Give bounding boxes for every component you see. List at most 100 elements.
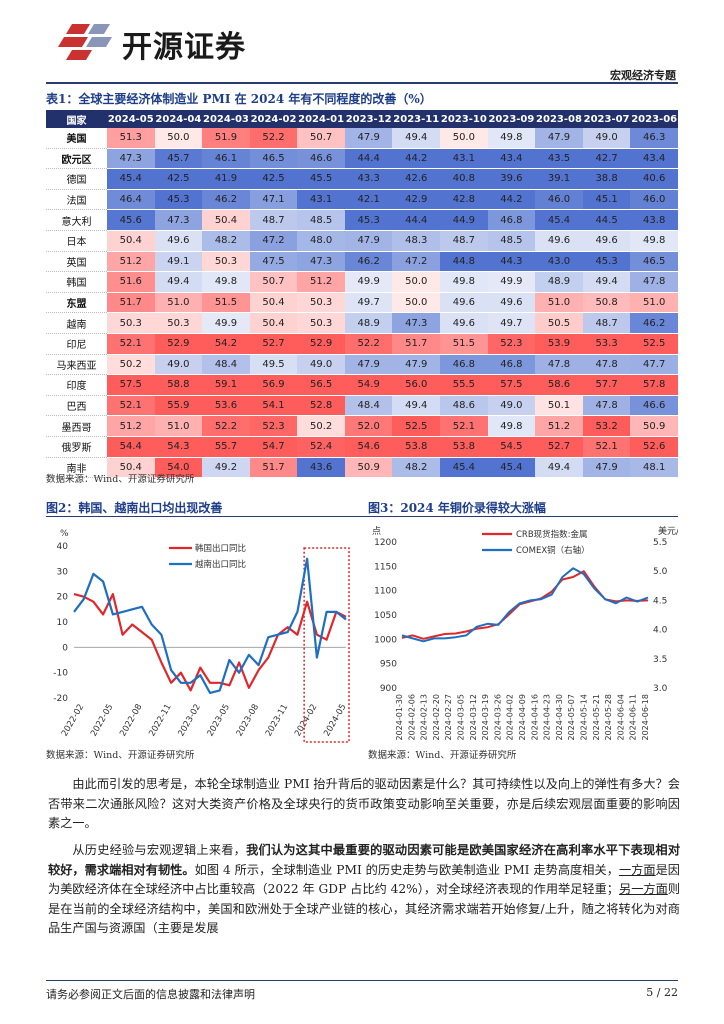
pmi-cell: 51.2 <box>297 271 345 293</box>
right-tick-label: 5.5 <box>653 538 667 548</box>
y-axis-unit: % <box>60 529 69 539</box>
x-tick-label: 2024-04-16 <box>530 694 539 741</box>
pmi-cell: 54.5 <box>487 436 536 458</box>
pmi-cell: 47.9 <box>344 354 393 376</box>
pmi-cell: 56.9 <box>249 374 298 396</box>
paragraph-2-text: 从历史经验与宏观逻辑上来看，我们认为这其中最重要的驱动因素可能是欧美国家经济在高… <box>48 841 680 939</box>
table-row: 美国 51.3 50.0 51.9 52.2 50.7 47.9 49.4 50.0 49.8 47… <box>46 128 678 149</box>
pmi-cell: 46.8 <box>487 209 536 231</box>
pmi-cell: 49.9 <box>487 271 536 293</box>
left-tick-label: 1000 <box>374 635 397 645</box>
pmi-cell: 54.1 <box>249 395 298 417</box>
pmi-cell: 52.6 <box>630 436 678 458</box>
pmi-cell: 51.3 <box>107 128 155 149</box>
pmi-cell: 40.6 <box>630 168 678 190</box>
pmi-cell: 53.3 <box>582 333 631 355</box>
x-tick-label: 2024-05-14 <box>580 694 589 741</box>
y-tick-label: 40 <box>57 542 69 552</box>
pmi-cell: 50.4 <box>249 292 298 314</box>
pmi-cell: 47.9 <box>344 230 393 252</box>
pmi-cell: 48.7 <box>440 230 488 252</box>
x-tick-label: 2024-03-19 <box>481 694 490 741</box>
table-row: 韩国 51.6 49.4 49.8 50.7 51.2 49.9 50.0 49.8 49.9 48… <box>46 271 678 293</box>
pmi-cell: 43.6 <box>297 457 345 479</box>
pmi-cell: 54.9 <box>344 374 393 396</box>
pmi-cell: 51.0 <box>154 415 203 437</box>
row-country-label: 南非 <box>46 457 107 479</box>
pmi-cell: 43.1 <box>440 148 488 170</box>
pmi-cell: 50.0 <box>392 292 441 314</box>
x-tick-label: 2024-04-30 <box>555 694 564 741</box>
brand-logo-icon <box>58 20 114 64</box>
figure3-source: 数据来源：Wind、开源证券研究所 <box>368 750 517 761</box>
row-country-label: 意大利 <box>46 209 107 231</box>
pmi-cell: 50.3 <box>297 292 345 314</box>
pmi-cell: 45.3 <box>582 251 631 273</box>
pmi-cell: 52.5 <box>392 415 441 437</box>
x-tick-label: 2022-11 <box>147 703 173 739</box>
row-country-label: 德国 <box>46 168 107 190</box>
table-header-month: 2024-02 <box>249 110 298 128</box>
table-header-month: 2023-11 <box>392 110 441 128</box>
pmi-cell: 48.2 <box>202 230 250 252</box>
left-tick-label: 1050 <box>374 611 397 621</box>
x-tick-label: 2024-06-11 <box>629 694 638 741</box>
pmi-cell: 55.9 <box>154 395 203 417</box>
pmi-cell: 54.7 <box>249 436 298 458</box>
pmi-cell: 57.5 <box>487 374 536 396</box>
pmi-cell: 46.3 <box>630 128 678 149</box>
table-header-month: 2023-09 <box>487 110 536 128</box>
row-country-label: 韩国 <box>46 271 107 293</box>
right-tick-label: 4.5 <box>653 596 667 606</box>
pmi-cell: 53.9 <box>535 333 583 355</box>
pmi-cell: 49.4 <box>392 395 441 417</box>
pmi-cell: 49.8 <box>202 271 250 293</box>
pmi-cell: 43.0 <box>535 251 583 273</box>
pmi-cell: 44.4 <box>344 148 393 170</box>
table1-source: 数据来源：Wind、开源证券研究所 <box>46 474 195 485</box>
footer-divider <box>46 980 678 981</box>
pmi-cell: 50.3 <box>154 312 203 334</box>
pmi-cell: 49.6 <box>440 292 488 314</box>
pmi-cell: 43.4 <box>487 148 536 170</box>
para2-segment-4: 则是在当前的全球经济结构中，美国和欧洲处于全球产业链的核心，其经济需求端若开始修… <box>48 882 680 936</box>
pmi-cell: 46.1 <box>202 148 250 170</box>
pmi-cell: 52.2 <box>202 415 250 437</box>
pmi-cell: 46.8 <box>440 354 488 376</box>
table-header-month: 2023-08 <box>535 110 583 128</box>
pmi-cell: 52.4 <box>297 436 345 458</box>
left-axis-unit: 点 <box>372 526 381 537</box>
page-number: 5 / 22 <box>646 986 678 999</box>
pmi-cell: 48.0 <box>297 230 345 252</box>
pmi-cell: 44.9 <box>440 209 488 231</box>
left-tick-label: 1200 <box>374 538 397 548</box>
pmi-cell: 47.9 <box>392 354 441 376</box>
body-paragraph-1: 由此而引发的思考是，本轮全球制造业 PMI 抬升背后的驱动因素是什么？其可持续性… <box>48 775 680 834</box>
pmi-cell: 52.9 <box>297 333 345 355</box>
pmi-cell: 47.5 <box>249 251 298 273</box>
x-tick-label: 2023-05 <box>206 703 232 739</box>
row-country-label: 越南 <box>46 312 107 334</box>
pmi-cell: 56.5 <box>297 374 345 396</box>
pmi-cell: 44.8 <box>440 251 488 273</box>
figure3-chart: 点 美元/磅 900 950 1000 1050 1100 1150 1200 3.0 3.5 4.0… <box>372 525 678 741</box>
pmi-cell: 50.4 <box>202 209 250 231</box>
y-tick-label: 30 <box>57 567 69 577</box>
pmi-cell: 42.5 <box>154 168 203 190</box>
table-row: 意大利 45.6 47.3 50.4 48.7 48.5 45.3 44.4 44.9 46.8 4… <box>46 209 678 231</box>
x-tick-label: 2024-04-02 <box>506 694 515 741</box>
pmi-cell: 45.4 <box>535 209 583 231</box>
pmi-cell: 48.9 <box>535 271 583 293</box>
pmi-cell: 51.9 <box>202 128 250 149</box>
table-row: 东盟 51.7 51.0 51.5 50.4 50.3 49.7 50.0 49.6 49.6 51… <box>46 292 678 314</box>
pmi-cell: 48.5 <box>487 230 536 252</box>
pmi-cell: 50.4 <box>107 230 155 252</box>
pmi-cell: 42.5 <box>249 168 298 190</box>
pmi-cell: 52.5 <box>630 333 678 355</box>
row-country-label: 欧元区 <box>46 148 107 170</box>
table-header-month: 2024-03 <box>202 110 250 128</box>
x-tick-label: 2024-06-18 <box>641 694 650 741</box>
x-tick-label: 2024-04-09 <box>518 694 527 741</box>
left-tick-label: 1150 <box>374 562 397 572</box>
